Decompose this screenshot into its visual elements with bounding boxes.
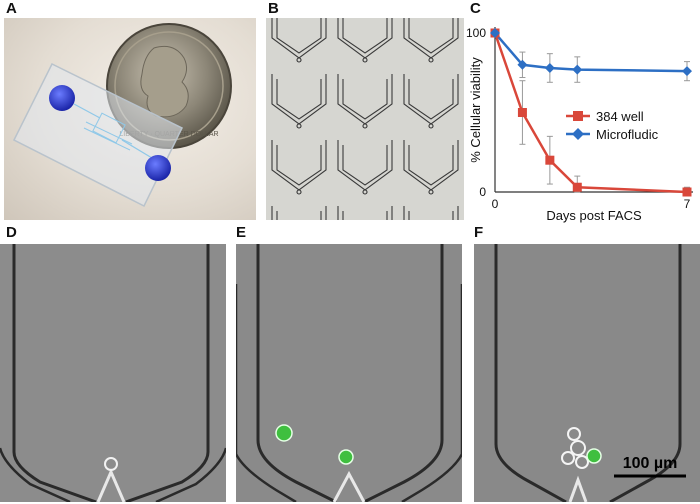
trap-site: [428, 57, 434, 63]
green-cell-trapped: [338, 449, 354, 465]
chamber-f-illustration: 100 µm: [474, 244, 700, 502]
channel-chevron: [342, 145, 388, 186]
x-tick-7: 7: [684, 197, 691, 211]
channel-array-micrograph: [266, 18, 464, 220]
photo-chip-with-coin: LIBERTY · QUARTER DOLLAR: [4, 18, 256, 220]
panel-label-b: B: [268, 0, 279, 17]
micrograph-chamber-green-cells: [236, 244, 462, 502]
channel-chevron: [342, 79, 388, 120]
channel-chevron: [276, 79, 322, 120]
channel-chevron: [408, 18, 454, 54]
micrograph-chamber-empty: [0, 244, 226, 502]
trap-site: [296, 57, 302, 63]
trap-site: [362, 123, 368, 129]
legend-marker-microfludic: [572, 128, 584, 140]
point-384-well: [682, 187, 692, 197]
scale-bar-label: 100 µm: [623, 455, 678, 472]
point-microfludic: [544, 62, 555, 73]
legend-marker-384-well: [573, 111, 583, 121]
trap-site: [428, 123, 434, 129]
x-tick-0: 0: [492, 197, 499, 211]
panel-label-f: F: [474, 224, 484, 241]
legend-label-microfludic: Microfludic: [596, 127, 659, 142]
point-microfludic: [682, 66, 692, 77]
chip-photo-illustration: LIBERTY · QUARTER DOLLAR: [12, 23, 232, 208]
micrograph-chamber-dividing-cells: 100 µm: [474, 244, 700, 502]
panel-label-c: C: [470, 0, 481, 17]
point-384-well: [517, 108, 527, 117]
y-axis-label: % Cellular viability: [468, 57, 483, 163]
y-tick-100: 100: [466, 26, 486, 40]
x-axis-label: Days post FACS: [546, 208, 642, 223]
point-384-well: [545, 155, 555, 165]
trap-site: [296, 189, 302, 195]
legend: 384 well Microfludic: [566, 109, 659, 142]
viability-chart-svg: % Cellular viability Days post FACS 100 …: [466, 26, 693, 223]
point-microfludic: [490, 28, 500, 38]
point-microfludic: [517, 59, 528, 70]
trap-site: [428, 189, 434, 195]
chamber-d-illustration: [0, 244, 226, 502]
channel-chevron: [276, 145, 322, 186]
y-tick-0: 0: [479, 185, 486, 199]
cell: [570, 440, 586, 456]
panel-label-d: D: [6, 224, 17, 241]
viability-chart: % Cellular viability Days post FACS 100 …: [466, 10, 700, 228]
trap-site: [362, 57, 368, 63]
panel-label-e: E: [236, 224, 247, 241]
channel-chevron: [276, 18, 322, 54]
channel-chevron: [408, 79, 454, 120]
cell: [575, 455, 589, 469]
channel-array-illustration: [266, 18, 464, 220]
channel-chevron: [408, 145, 454, 186]
blue-dye-reservoir-right: [145, 155, 171, 181]
trap-site: [296, 123, 302, 129]
point-microfludic: [572, 64, 583, 75]
panel-label-a: A: [6, 0, 17, 17]
blue-dye-reservoir-left: [49, 85, 75, 111]
trap-site: [362, 189, 368, 195]
channel-chevron: [342, 18, 388, 54]
legend-label-384-well: 384 well: [596, 109, 644, 124]
cell: [567, 427, 581, 441]
green-cell-left: [275, 424, 293, 442]
chamber-e-illustration: [236, 244, 462, 502]
point-384-well: [572, 182, 582, 192]
cell: [104, 457, 118, 471]
cell: [561, 451, 575, 465]
green-cell: [586, 448, 602, 464]
